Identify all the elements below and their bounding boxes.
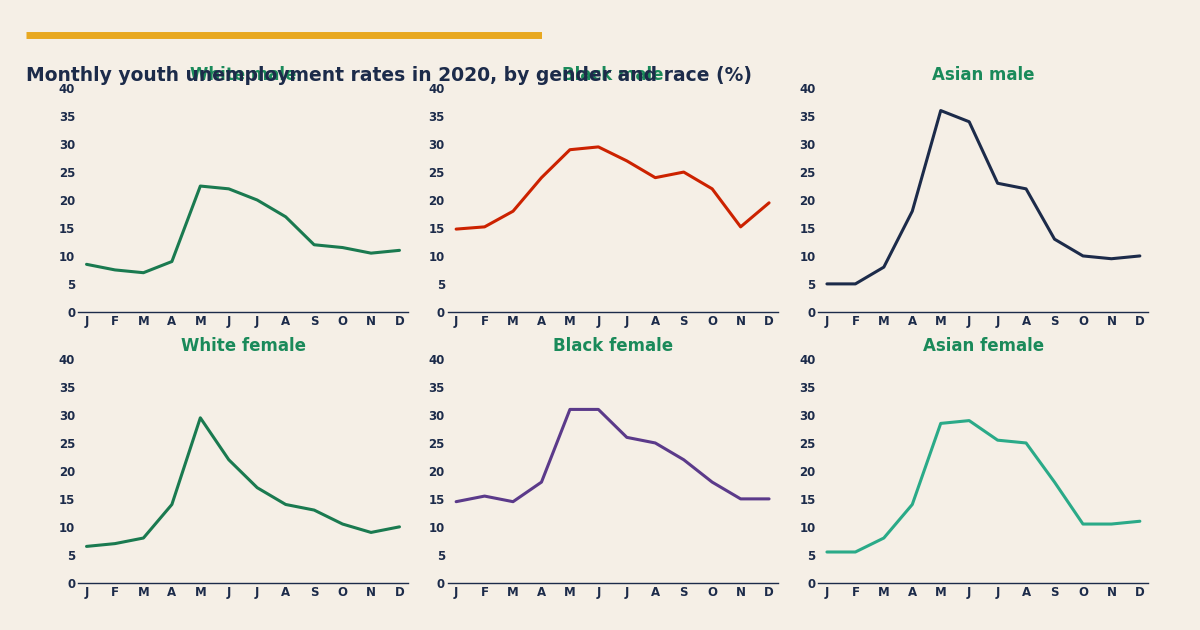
Title: Asian male: Asian male <box>932 66 1034 84</box>
Title: Black female: Black female <box>552 337 673 355</box>
Title: Asian female: Asian female <box>923 337 1044 355</box>
Title: White male: White male <box>190 66 296 84</box>
Text: Monthly youth unemployment rates in 2020, by gender and race (%): Monthly youth unemployment rates in 2020… <box>26 66 752 85</box>
Title: Black male: Black male <box>562 66 664 84</box>
Title: White female: White female <box>180 337 306 355</box>
